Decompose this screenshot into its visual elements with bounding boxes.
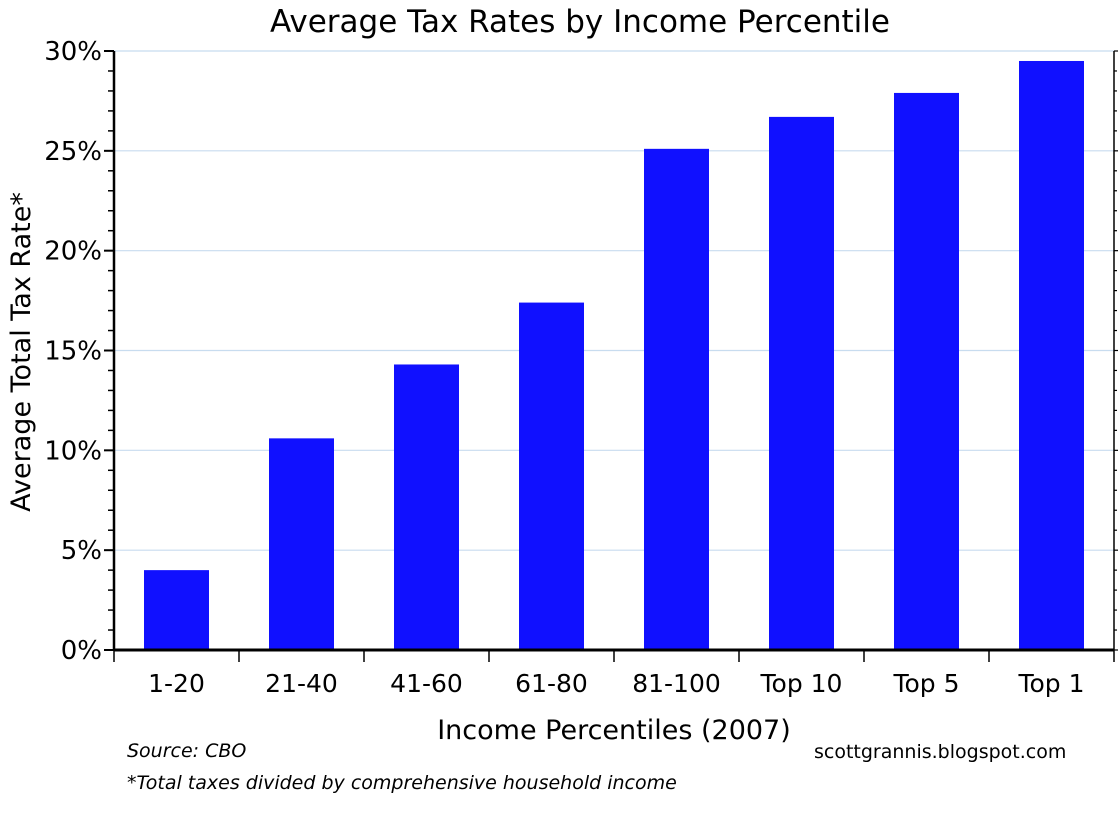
y-tick-label: 10% (44, 436, 102, 466)
x-tick-label: Top 5 (892, 669, 959, 698)
x-tick-label: Top 10 (760, 669, 843, 698)
y-tick-label: 25% (44, 137, 102, 167)
bar-top-1 (1019, 60, 1084, 650)
y-tick-label: 30% (44, 37, 102, 67)
y-tick-labels: 0% 5% 10% 15% 20% 25% 30% (44, 37, 102, 666)
bar-1-20 (144, 570, 209, 650)
bar-81-100 (644, 148, 709, 650)
x-tick-label: 81-100 (632, 669, 721, 698)
footnote: *Total taxes divided by comprehensive ho… (127, 772, 677, 794)
bars (144, 60, 1084, 651)
y-tick-label: 15% (44, 337, 102, 367)
chart-title: Average Tax Rates by Income Percentile (270, 4, 890, 40)
bar-21-40 (269, 438, 334, 650)
x-tick-label: 21-40 (265, 669, 338, 698)
bar-top-10 (769, 116, 834, 650)
x-tick-label: Top 1 (1017, 669, 1084, 698)
gridlines (114, 50, 1114, 551)
source-note: Source: CBO (127, 740, 247, 762)
credit-text: scottgrannis.blogspot.com (814, 741, 1067, 763)
y-tick-label: 20% (44, 237, 102, 267)
x-tick-label: 1-20 (148, 669, 205, 698)
y-axis-label: Average Total Tax Rate* (6, 192, 37, 512)
bar-41-60 (394, 364, 459, 650)
bar-top-5 (894, 92, 959, 651)
bar-61-80 (519, 302, 584, 650)
x-axis-label: Income Percentiles (2007) (437, 715, 791, 746)
x-tick-labels: 1-20 21-40 41-60 61-80 81-100 Top 10 Top 5 Top … (148, 669, 1084, 698)
x-tick-label: 41-60 (390, 669, 463, 698)
axes (104, 50, 1118, 662)
x-tick-label: 61-80 (515, 669, 588, 698)
y-tick-label: 0% (61, 636, 102, 666)
y-tick-label: 5% (61, 536, 102, 566)
